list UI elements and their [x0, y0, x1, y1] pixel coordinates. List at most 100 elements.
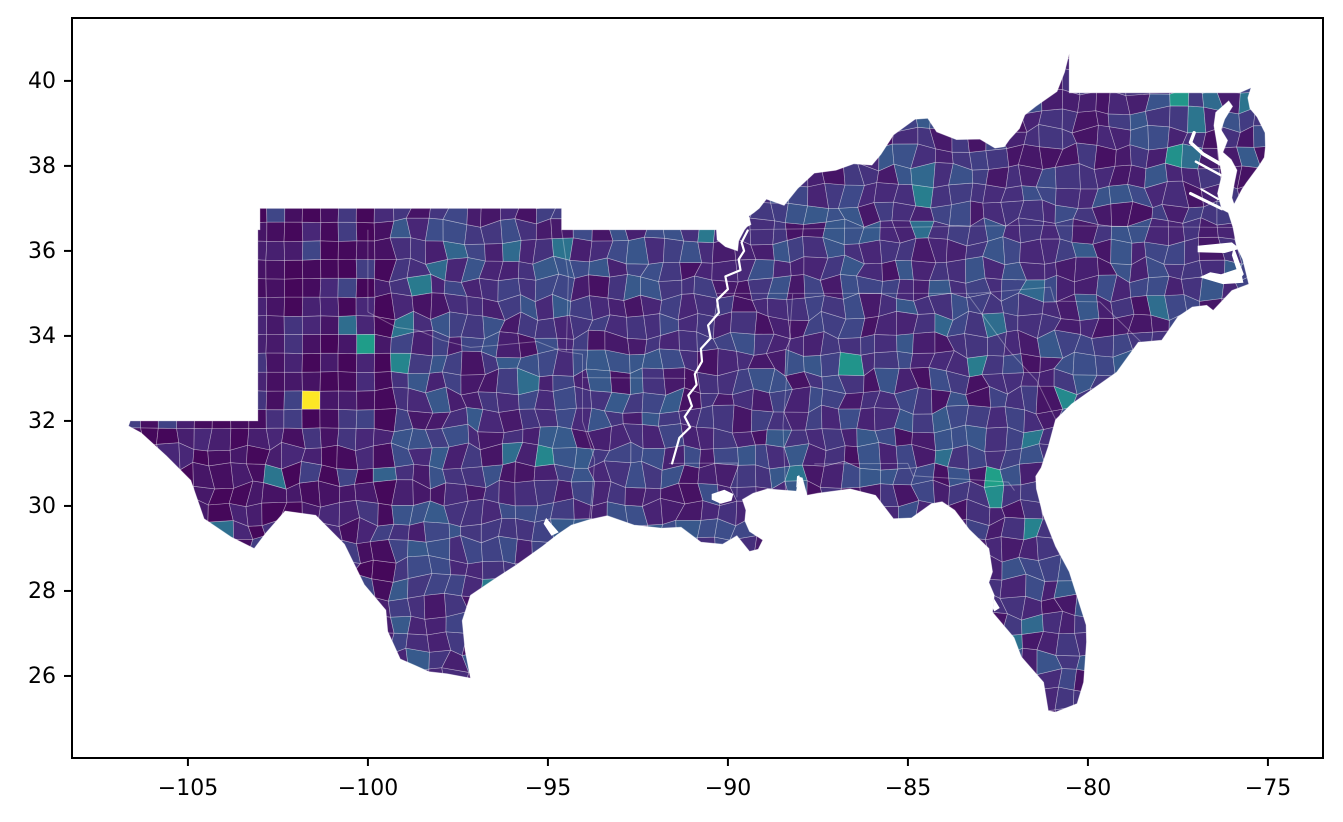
county-cell: [318, 573, 336, 602]
county-cell: [406, 53, 429, 58]
county-cell: [1255, 91, 1266, 114]
county-cell: [354, 668, 376, 693]
county-cell: [157, 296, 177, 317]
county-cell: [1290, 761, 1310, 787]
county-cell: [128, 240, 142, 261]
county-cell: [1054, 163, 1081, 190]
county-cell: [1018, 688, 1041, 713]
county-cell: [1290, 225, 1312, 242]
county-cell: [175, 352, 196, 373]
county-cell: [461, 127, 488, 150]
county-cell: [521, 16, 538, 41]
county-cell: [641, 53, 665, 55]
county-cell: [265, 409, 285, 429]
county-cell: [1307, 373, 1333, 394]
county-cell: [820, 72, 848, 97]
county-cell: [788, 741, 810, 769]
county-cell: [732, 162, 754, 186]
county-cell: [1091, 335, 1115, 358]
county-cell: [570, 707, 595, 713]
county-cell: [338, 315, 358, 335]
county-cell: [1202, 423, 1226, 447]
county-cell: [627, 337, 648, 356]
county-cell: [193, 182, 215, 205]
county-cell: [717, 668, 737, 696]
county-cell: [574, 87, 595, 115]
county-cell: [122, 0, 140, 16]
county-cell: [138, 109, 160, 130]
county-cell: [140, 479, 159, 508]
county-cell: [320, 203, 340, 223]
county-cell: [280, 704, 302, 713]
county-cell: [1109, 611, 1132, 639]
county-cell: [717, 142, 734, 169]
county-cell: [933, 71, 953, 95]
county-cell: [749, 703, 775, 713]
county-cell: [568, 113, 588, 131]
county-cell: [249, 597, 267, 621]
county-cell: [731, 728, 756, 745]
county-cell: [1169, 349, 1187, 375]
county-cell: [1161, 385, 1184, 409]
county-cell: [605, 668, 629, 689]
county-cell: [191, 69, 214, 96]
county-cell: [878, 670, 898, 695]
county-cell: [1072, 53, 1099, 59]
county-cell: [320, 558, 336, 581]
county-cell: [208, 686, 234, 707]
county-cell: [481, 649, 503, 672]
county-cell: [210, 704, 231, 713]
county-cell: [1253, 53, 1266, 59]
county-cell: [318, 591, 341, 619]
county-cell: [820, 161, 846, 186]
county-cell: [106, 31, 128, 58]
county-cell: [283, 334, 303, 355]
county-cell: [695, 713, 720, 726]
county-cell: [1290, 164, 1312, 188]
county-cell: [1163, 53, 1189, 56]
county-cell: [935, 574, 953, 597]
county-cell: [645, 535, 659, 556]
county-cell: [1055, 187, 1081, 209]
county-cell: [1003, 55, 1025, 73]
county-cell: [1114, 686, 1133, 711]
county-cell: [1235, 349, 1260, 378]
county-cell: [193, 389, 213, 411]
county-cell: [948, 690, 971, 713]
county-cell: [786, 631, 804, 655]
county-cell: [756, 745, 774, 768]
county-cell: [838, 71, 860, 97]
county-cell: [158, 334, 178, 355]
county-cell: [826, 105, 845, 134]
county-cell: [266, 181, 286, 205]
county-cell: [284, 371, 303, 392]
county-cell: [622, 411, 643, 425]
county-cell: [628, 685, 644, 709]
county-cell: [1241, 19, 1256, 38]
county-cell: [514, 112, 536, 134]
county-cell: [50, 353, 68, 372]
county-cell: [1163, 670, 1190, 690]
county-cell: [1239, 71, 1259, 94]
county-cell: [1187, 86, 1205, 108]
county-cell: [658, 767, 677, 785]
county-cell: [1272, 106, 1295, 132]
county-cell: [729, 535, 758, 563]
county-cell: [712, 54, 734, 75]
county-cell: [1325, 762, 1343, 786]
county-cell: [392, 184, 414, 207]
county-cell: [212, 727, 231, 750]
county-cell: [1251, 239, 1266, 259]
county-cell: [84, 53, 106, 76]
county-cell: [585, 368, 613, 393]
county-cell: [664, 19, 682, 39]
county-cell: [1290, 187, 1312, 203]
county-cell: [104, 728, 120, 746]
county-cell: [1181, 349, 1206, 374]
county-cell: [245, 53, 269, 58]
county-cell: [896, 0, 917, 17]
county-cell: [537, 613, 559, 634]
county-cell: [1183, 522, 1208, 545]
county-cell: [86, 334, 105, 353]
county-cell: [549, 613, 576, 634]
